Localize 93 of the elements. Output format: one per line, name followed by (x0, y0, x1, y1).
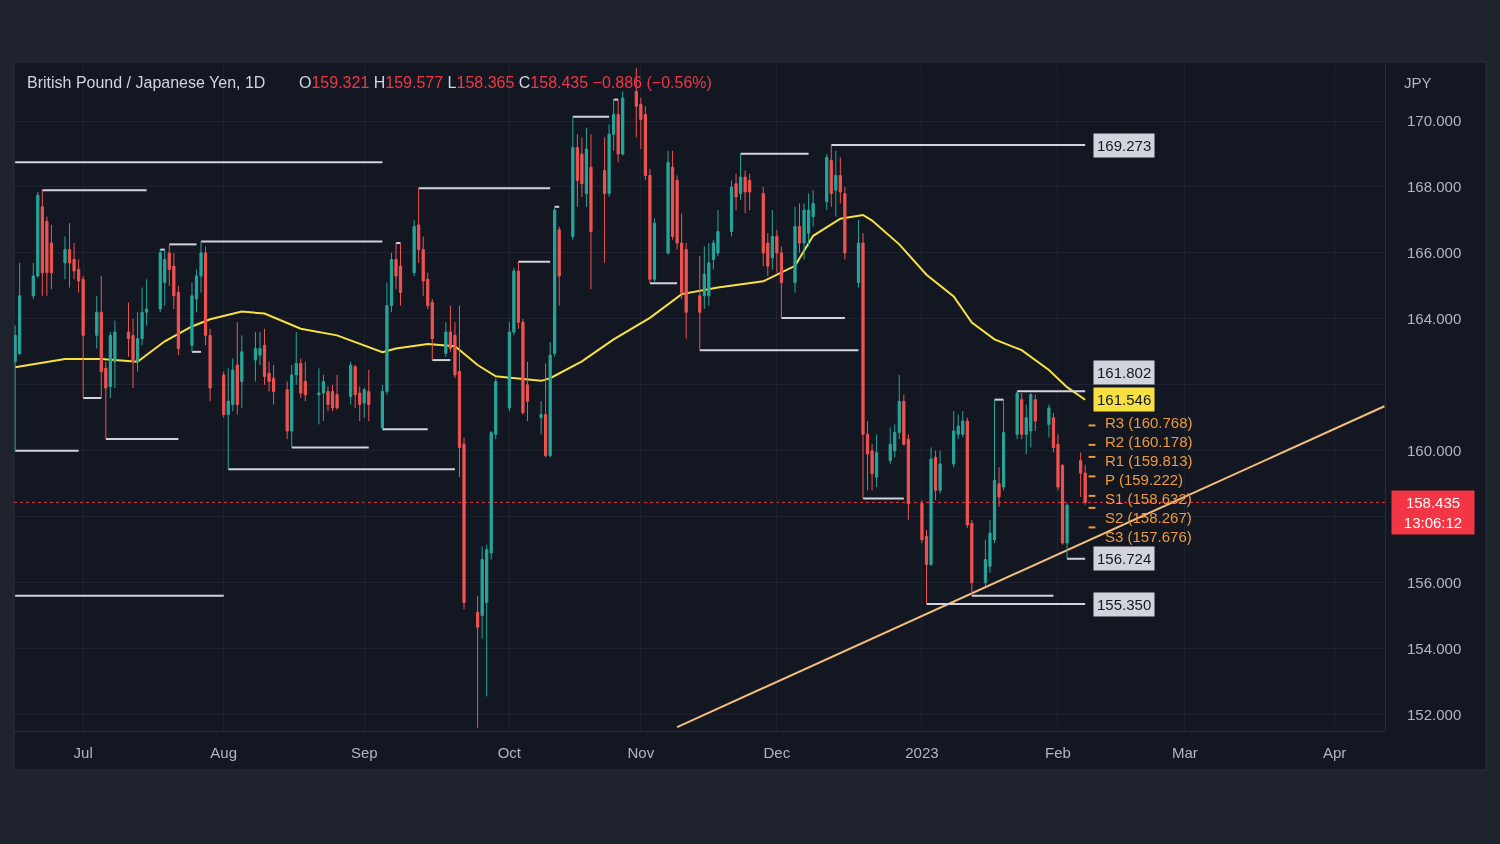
candlestick (616, 99, 620, 163)
candlestick (997, 466, 1001, 508)
line-series (14, 214, 1087, 401)
candlestick (734, 173, 738, 211)
x-tick-label: 2023 (905, 744, 939, 761)
candlestick (303, 361, 307, 402)
candlestick (444, 321, 448, 358)
candlestick (929, 446, 933, 567)
candlestick (1047, 404, 1051, 439)
candlestick (602, 137, 607, 264)
y-tick-label: 156.000 (1407, 573, 1462, 591)
candlestick (299, 357, 303, 399)
candlestick (349, 361, 353, 406)
ref-line-label: 158.435 13:06:12 (1403, 494, 1463, 531)
candlestick (770, 209, 774, 270)
candlestick (589, 133, 593, 290)
candlestick (335, 374, 339, 411)
y-axis-title: JPY (1404, 74, 1432, 91)
x-tick-label: Oct (497, 744, 522, 761)
x-tick-label: Apr (1322, 744, 1347, 761)
candlestick (285, 381, 289, 440)
data-label: 169.273 (1097, 137, 1152, 154)
candlestick (240, 334, 244, 409)
candlestick (557, 226, 561, 307)
candlestick (235, 321, 239, 415)
y-tick-label: 166.000 (1407, 244, 1462, 262)
x-tick-label: Aug (210, 744, 238, 761)
candlestick (793, 206, 797, 293)
candlestick (938, 450, 942, 495)
data-label: 156.724 (1097, 550, 1152, 567)
candlestick (1020, 392, 1024, 440)
candlestick (95, 295, 99, 350)
x-tick-label: Nov (627, 744, 655, 761)
candlestick (544, 362, 548, 458)
data-label: R2 (160.178) (1105, 433, 1193, 450)
candlestick (698, 255, 702, 351)
candlestick (317, 367, 321, 425)
candlestick (253, 331, 258, 383)
candlestick (933, 450, 938, 501)
candlestick (326, 385, 330, 412)
candlestick (548, 341, 552, 458)
x-tick-label: Jul (73, 744, 93, 761)
data-label: 155.350 (1097, 596, 1152, 613)
candlestick (1065, 503, 1069, 560)
candlestick (476, 595, 480, 729)
y-tick-label: 152.000 (1407, 705, 1462, 723)
candlestick (412, 219, 416, 277)
data-label: R1 (159.813) (1105, 452, 1193, 469)
y-tick-label: 164.000 (1407, 310, 1462, 328)
candlestick (875, 433, 879, 488)
candlestick (398, 242, 403, 307)
candlestick (738, 153, 743, 201)
y-tick-label: 160.000 (1407, 442, 1462, 459)
candlestick (1001, 399, 1006, 491)
candlestick (797, 202, 802, 254)
candlestick (952, 410, 956, 468)
candlestick (838, 156, 842, 204)
candlestick (825, 153, 829, 211)
candlestick (829, 144, 833, 208)
y-tick-label: 168.000 (1407, 178, 1462, 196)
candlestick (222, 371, 226, 419)
candlestick (362, 387, 366, 419)
candlestick (1033, 394, 1037, 432)
candlestick (271, 364, 276, 406)
candlestick (856, 219, 861, 289)
data-label: S3 (157.676) (1105, 528, 1192, 545)
candlestick (834, 150, 838, 218)
candlestick (743, 170, 747, 214)
candlestick (652, 217, 657, 284)
data-label: 161.546 (1097, 391, 1152, 408)
candlestick (63, 235, 67, 280)
y-tick-label: 154.000 (1407, 639, 1462, 657)
candlestick (843, 186, 847, 261)
candlestick (666, 150, 670, 256)
candlestick (729, 179, 734, 237)
candlestick (67, 222, 72, 289)
candlestick (621, 90, 625, 157)
x-tick-label: Mar (1172, 744, 1198, 761)
data-label: R3 (160.768) (1105, 414, 1193, 431)
candlestick (584, 127, 589, 208)
candlestick (539, 400, 543, 435)
text: British Pound / Japanese Yen, 1D (27, 74, 266, 91)
x-tick-label: Feb (1045, 744, 1071, 761)
data-label: P (159.222) (1105, 471, 1184, 488)
candlestick (1015, 390, 1019, 440)
candlestick (707, 242, 711, 307)
candlestick (367, 369, 371, 422)
x-tick-label: Dec (763, 744, 791, 761)
data-label: 161.802 (1097, 364, 1152, 381)
candlestick (571, 116, 575, 241)
y-tick-label: 170.000 (1407, 112, 1462, 130)
x-tick-label: Sep (350, 744, 378, 761)
candlestick (861, 232, 865, 500)
